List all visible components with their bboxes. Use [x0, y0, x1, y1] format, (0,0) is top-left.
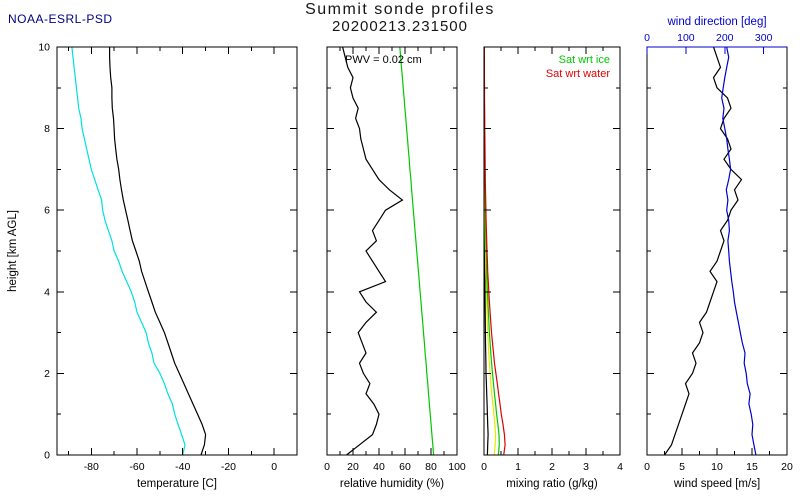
x-tick-label: 2	[549, 461, 555, 473]
wind-direction-tick-label: 100	[677, 32, 695, 44]
legend-sat-wrt-ice: Sat wrt ice	[559, 54, 610, 66]
x-tick-label: 10	[711, 461, 723, 473]
page-title: Summit sonde profiles	[305, 1, 495, 18]
temperature-line	[108, 47, 207, 456]
relative-humidity-line	[342, 46, 404, 456]
temperature-axis-label: temperature [C]	[137, 478, 217, 490]
wind-speed-line	[664, 46, 743, 456]
x-tick-label: 20	[347, 461, 359, 473]
x-tick-label: 20	[781, 461, 793, 473]
x-tick-label: 4	[617, 461, 623, 473]
axis-box	[326, 46, 458, 456]
relative-humidity-axis-label: relative humidity (%)	[340, 478, 444, 490]
x-tick-label: 0	[271, 461, 277, 473]
x-tick-label: 60	[399, 461, 411, 473]
panel-temperature: -80 -60 -40 -20 0 0 2 4 6 8 10 temperature [C]	[38, 42, 298, 490]
x-tick-label: 15	[746, 461, 758, 473]
x-tick-label: -40	[175, 461, 190, 473]
source-label: NOAA-ESRL-PSD	[8, 12, 113, 26]
y-tick-label: 8	[44, 123, 50, 135]
wind-direction-line	[721, 46, 757, 456]
y-tick-label: 6	[44, 205, 50, 217]
wind-direction-tick-label: 300	[755, 32, 773, 44]
x-tick-label: 0	[481, 461, 487, 473]
mixing-ratio-axis-label: mixing ratio (g/kg)	[506, 478, 598, 490]
axis-box	[483, 46, 621, 456]
x-tick-label: 40	[373, 461, 385, 473]
wind-direction-tick-label: 200	[716, 32, 734, 44]
x-tick-label: 5	[679, 461, 685, 473]
height-axis-label: height [km AGL]	[7, 210, 19, 292]
x-tick-label: 0	[644, 461, 650, 473]
wind-direction-axis-label: wind direction [deg]	[666, 16, 766, 28]
rh-sat-wrt-ice-line	[399, 46, 435, 456]
x-tick-label: -80	[84, 461, 99, 473]
legend-sat-wrt-water: Sat wrt water	[546, 68, 611, 80]
y-tick-label: 4	[44, 286, 50, 298]
axis-box	[646, 46, 788, 456]
y-tick-label: 2	[44, 368, 50, 380]
x-tick-label: 100	[448, 461, 466, 473]
x-tick-label: 1	[515, 461, 521, 473]
frost-point-line	[71, 46, 186, 456]
panel-mixing-ratio: 0 1 2 3 4 mixing ratio (g/kg) Sat wrt ice Sat w…	[481, 46, 623, 490]
axis-box	[56, 46, 298, 456]
y-tick-label: 10	[38, 42, 50, 54]
wind-axis-label: wind speed [m/s]	[673, 478, 760, 490]
x-tick-label: 3	[583, 461, 589, 473]
panel-wind: 0 5 10 15 20 wind speed [m/s] 0 100 200 300 wind d…	[644, 16, 793, 490]
pwv-annotation: PWV = 0.02 cm	[345, 54, 422, 66]
x-tick-label: -20	[221, 461, 236, 473]
wind-direction-tick-label: 0	[644, 32, 650, 44]
x-tick-label: 80	[425, 461, 437, 473]
x-tick-label: 0	[324, 461, 330, 473]
y-tick-label: 0	[44, 450, 50, 462]
x-tick-label: -60	[129, 461, 144, 473]
page-subtitle: 20200213.231500	[332, 18, 468, 35]
panel-relative-humidity: 0 20 40 60 80 100 relative humidity (%) PWV = 0…	[324, 46, 466, 490]
